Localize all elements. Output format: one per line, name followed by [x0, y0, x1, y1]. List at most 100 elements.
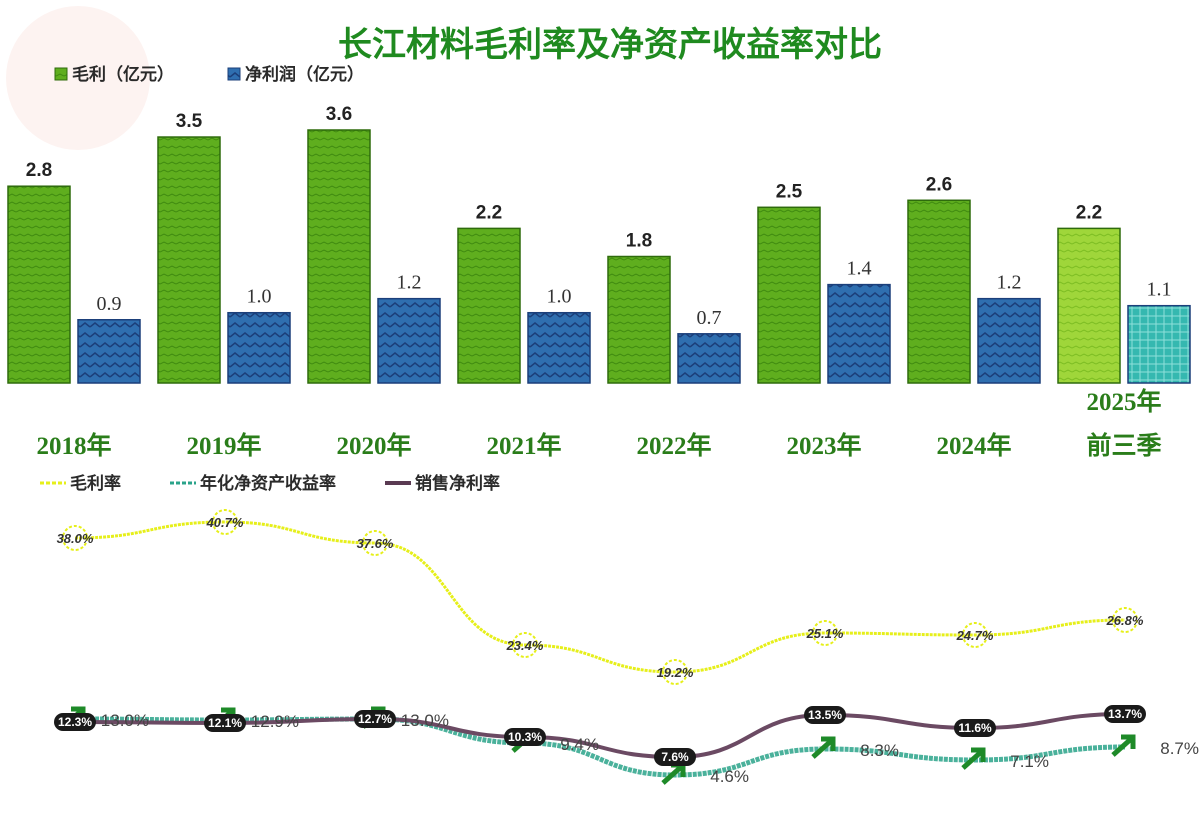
point-gross-margin-7 — [1112, 607, 1138, 633]
data-label-net-profit-6: 1.2 — [997, 272, 1022, 294]
bar-net-profit-2 — [377, 297, 441, 384]
data-label-net-margin-1: 12.1% — [208, 716, 242, 730]
data-label-net-margin-0: 12.3% — [58, 715, 92, 729]
bar-net-profit-7 — [1127, 304, 1191, 384]
data-label-roe-7: 8.7% — [1160, 739, 1199, 758]
data-label-gross-margin-5: 25.1% — [806, 626, 844, 641]
point-gross-margin-2 — [362, 530, 388, 556]
point-gross-margin-6 — [962, 622, 988, 648]
data-label-net-profit-7: 1.1 — [1147, 279, 1172, 301]
data-label-roe-2: 13.0% — [401, 711, 449, 730]
data-label-net-profit-0: 0.9 — [97, 293, 122, 315]
data-label-net-margin-6: 11.6% — [958, 721, 992, 735]
legend-label-roe: 年化净资产收益率 — [200, 473, 336, 494]
bar-plot-area: 2.8 0.9 3.5 1.0 3.6 1.2 2.2 1.0 1.8 0.7 2.5 1.4 2.6 1… — [7, 104, 1191, 384]
line-plot-area: 38.0% 40.7% 37.6% 23.4% 19.2% 25.1% 24.7% 26.8%… — [54, 509, 1199, 786]
legend-swatch-net-profit — [227, 67, 241, 81]
bar-legend: 毛利（亿元） 净利润（亿元） — [54, 64, 364, 85]
data-label-roe-3: 9.4% — [560, 735, 599, 754]
legend-label-gross-profit: 毛利（亿元） — [72, 64, 174, 85]
bar-net-profit-0 — [77, 319, 141, 384]
bar-gross-profit-7 — [1057, 227, 1121, 384]
line-gross-margin — [74, 520, 1126, 674]
data-label-gross-profit-7: 2.2 — [1076, 202, 1102, 223]
x-tick-label-2: 2020年 — [336, 431, 411, 460]
chart-title: 长江材料毛利率及净资产收益率对比 — [338, 25, 882, 65]
data-label-roe-6: 7.1% — [1010, 752, 1049, 771]
data-label-net-profit-3: 1.0 — [547, 286, 572, 308]
data-label-gross-margin-6: 24.7% — [956, 628, 994, 643]
x-tick-label-4: 2022年 — [636, 431, 711, 460]
legend-swatch-gross-profit — [54, 67, 68, 81]
legend-label-gross-margin: 毛利率 — [70, 473, 121, 494]
bar-gross-profit-4 — [607, 255, 671, 384]
point-net-margin-2 — [354, 710, 396, 728]
point-net-margin-3 — [504, 728, 546, 746]
data-label-net-margin-5: 13.5% — [808, 708, 842, 722]
data-label-net-profit-2: 1.2 — [397, 272, 422, 294]
point-net-margin-1 — [204, 714, 246, 732]
point-roe-7 — [1111, 734, 1136, 757]
data-label-gross-margin-1: 40.7% — [206, 515, 244, 530]
legend-label-net-margin: 销售净利率 — [415, 473, 500, 494]
x-tick-label-5: 2023年 — [786, 431, 861, 460]
data-label-gross-profit-0: 2.8 — [26, 160, 52, 181]
line-net-margin — [74, 712, 1126, 760]
watermark-circle — [6, 6, 150, 150]
bar-gross-profit-2 — [307, 129, 371, 384]
legend-label-net-profit: 净利润（亿元） — [245, 64, 364, 85]
data-label-roe-0: 13.0% — [101, 711, 149, 730]
data-label-gross-profit-5: 2.5 — [776, 181, 803, 202]
data-label-net-margin-4: 7.6% — [661, 750, 689, 764]
data-label-net-margin-3: 10.3% — [508, 730, 542, 744]
bar-gross-profit-5 — [757, 206, 821, 384]
data-label-gross-margin-3: 23.4% — [506, 638, 544, 653]
point-gross-margin-0 — [62, 525, 88, 551]
line-roe — [74, 716, 1126, 778]
bar-net-profit-3 — [527, 311, 591, 384]
point-gross-margin-3 — [512, 632, 538, 658]
x-tick-label-7-line2: 前三季 — [1086, 431, 1161, 460]
x-tick-label-7-line1: 2025年 — [1086, 387, 1161, 416]
data-label-gross-margin-2: 37.6% — [357, 536, 394, 551]
point-net-margin-7 — [1104, 705, 1146, 723]
x-tick-label-3: 2021年 — [486, 431, 561, 460]
point-gross-margin-4 — [662, 659, 688, 685]
bar-gross-profit-6 — [907, 199, 971, 384]
data-label-gross-margin-4: 19.2% — [657, 665, 694, 680]
data-label-gross-profit-6: 2.6 — [926, 174, 952, 195]
data-label-gross-profit-3: 2.2 — [476, 202, 502, 223]
bar-net-profit-6 — [977, 297, 1041, 384]
x-axis-labels: 2018年 2019年 2020年 2021年 2022年 2023年 2024年 2025年… — [36, 387, 1161, 460]
point-net-margin-6 — [954, 719, 996, 737]
bar-gross-profit-1 — [157, 136, 221, 384]
data-label-gross-margin-0: 38.0% — [57, 531, 94, 546]
bar-gross-profit-3 — [457, 227, 521, 384]
data-label-net-margin-2: 12.7% — [358, 712, 392, 726]
data-label-gross-profit-2: 3.6 — [326, 104, 352, 125]
point-roe-6 — [961, 747, 986, 770]
data-label-gross-margin-7: 26.8% — [1106, 613, 1144, 628]
point-roe-5 — [811, 736, 836, 759]
x-tick-label-6: 2024年 — [936, 431, 1011, 460]
point-gross-margin-1 — [212, 509, 238, 535]
bar-net-profit-5 — [827, 283, 891, 384]
data-label-net-profit-4: 0.7 — [697, 307, 722, 329]
point-net-margin-0 — [54, 713, 96, 731]
bar-gross-profit-0 — [7, 185, 71, 384]
point-gross-margin-5 — [812, 620, 838, 646]
bar-net-profit-4 — [677, 333, 741, 384]
data-label-net-profit-1: 1.0 — [247, 286, 272, 308]
x-tick-label-1: 2019年 — [186, 431, 261, 460]
bar-net-profit-1 — [227, 311, 291, 384]
data-label-gross-profit-4: 1.8 — [626, 231, 652, 252]
data-label-roe-1: 12.9% — [251, 712, 299, 731]
line-legend: 毛利率 年化净资产收益率 销售净利率 — [40, 473, 500, 494]
point-net-margin-5 — [804, 706, 846, 724]
data-label-gross-profit-1: 3.5 — [176, 111, 203, 132]
data-label-roe-5: 8.3% — [860, 741, 899, 760]
point-net-margin-4 — [654, 748, 696, 766]
data-label-net-margin-7: 13.7% — [1108, 707, 1142, 721]
data-label-roe-4: 4.6% — [710, 767, 749, 786]
